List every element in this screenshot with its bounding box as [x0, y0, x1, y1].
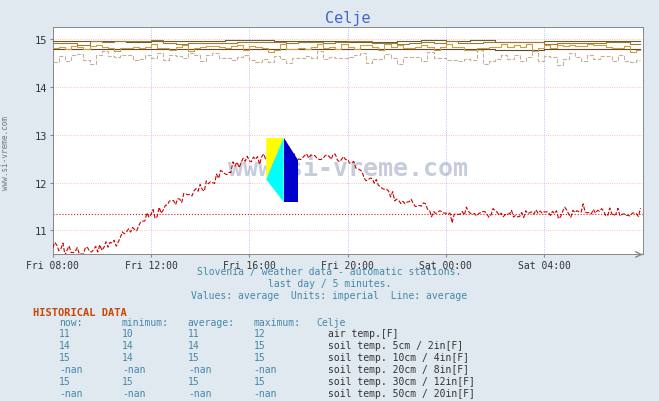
- Text: soil temp. 50cm / 20in[F]: soil temp. 50cm / 20in[F]: [328, 388, 475, 398]
- Text: -nan: -nan: [122, 364, 146, 374]
- Text: -nan: -nan: [254, 364, 277, 374]
- Text: soil temp. 10cm / 4in[F]: soil temp. 10cm / 4in[F]: [328, 352, 469, 362]
- Text: Values: average  Units: imperial  Line: average: Values: average Units: imperial Line: av…: [191, 291, 468, 301]
- Text: 11: 11: [59, 328, 71, 338]
- Text: 15: 15: [122, 376, 134, 386]
- Text: www.si-vreme.com: www.si-vreme.com: [1, 115, 11, 189]
- Text: average:: average:: [188, 318, 235, 328]
- Text: HISTORICAL DATA: HISTORICAL DATA: [33, 307, 127, 317]
- Text: -nan: -nan: [188, 388, 212, 398]
- Text: 14: 14: [122, 352, 134, 362]
- Text: 15: 15: [188, 376, 200, 386]
- Text: 15: 15: [254, 352, 266, 362]
- Text: Slovenia / weather data - automatic stations.: Slovenia / weather data - automatic stat…: [197, 267, 462, 277]
- Text: Celje: Celje: [316, 318, 346, 328]
- Text: 15: 15: [59, 352, 71, 362]
- Text: soil temp. 5cm / 2in[F]: soil temp. 5cm / 2in[F]: [328, 340, 463, 350]
- Text: -nan: -nan: [122, 388, 146, 398]
- Text: 15: 15: [59, 376, 71, 386]
- Text: 15: 15: [254, 340, 266, 350]
- Text: 14: 14: [59, 340, 71, 350]
- Text: 15: 15: [254, 376, 266, 386]
- Text: 10: 10: [122, 328, 134, 338]
- Text: -nan: -nan: [254, 388, 277, 398]
- Polygon shape: [283, 138, 298, 203]
- Text: -nan: -nan: [59, 388, 83, 398]
- Text: last day / 5 minutes.: last day / 5 minutes.: [268, 279, 391, 289]
- Text: 14: 14: [122, 340, 134, 350]
- Polygon shape: [266, 138, 283, 180]
- Text: soil temp. 20cm / 8in[F]: soil temp. 20cm / 8in[F]: [328, 364, 469, 374]
- Text: -nan: -nan: [188, 364, 212, 374]
- Text: 15: 15: [188, 352, 200, 362]
- Text: soil temp. 30cm / 12in[F]: soil temp. 30cm / 12in[F]: [328, 376, 475, 386]
- Text: minimum:: minimum:: [122, 318, 169, 328]
- Text: www.si-vreme.com: www.si-vreme.com: [227, 156, 468, 180]
- Text: 11: 11: [188, 328, 200, 338]
- Text: 14: 14: [188, 340, 200, 350]
- Title: Celje: Celje: [325, 10, 370, 26]
- Text: air temp.[F]: air temp.[F]: [328, 328, 399, 338]
- Text: maximum:: maximum:: [254, 318, 301, 328]
- Text: now:: now:: [59, 318, 83, 328]
- Polygon shape: [266, 138, 283, 203]
- Text: -nan: -nan: [59, 364, 83, 374]
- Text: 12: 12: [254, 328, 266, 338]
